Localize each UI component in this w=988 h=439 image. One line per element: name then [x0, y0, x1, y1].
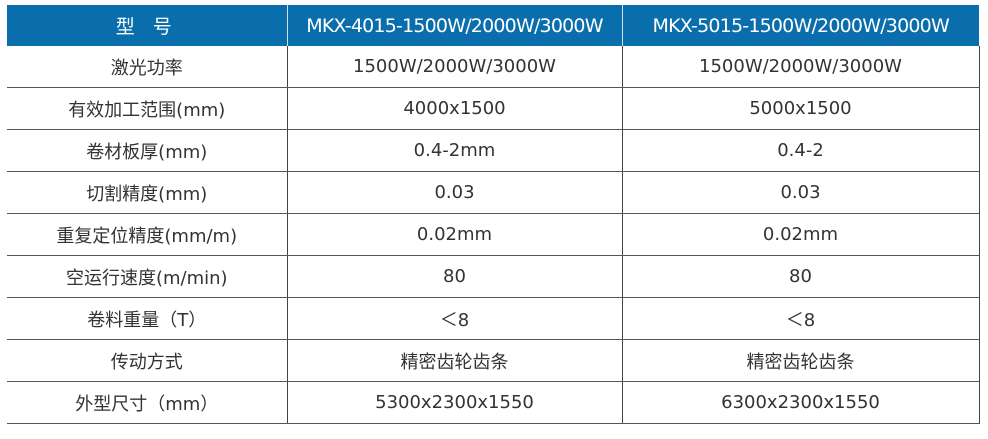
header-row: 型 号 MKX-4015-1500W/2000W/3000W MKX-5015-… — [7, 5, 979, 46]
spec-label: 卷材板厚(mm) — [7, 129, 287, 172]
table-row: 有效加工范围(mm) 4000x1500 5000x1500 — [7, 87, 980, 130]
mkx-4015-value: 5300x2300x1550 — [286, 381, 622, 424]
mkx-5015-value: 精密齿轮齿条 — [621, 339, 980, 382]
mkx-5015-value: 6300x2300x1550 — [621, 381, 980, 424]
mkx-4015-value: 4000x1500 — [286, 87, 622, 130]
spec-table: 型 号 MKX-4015-1500W/2000W/3000W MKX-5015-… — [7, 5, 980, 424]
mkx-4015-value: ＜8 — [286, 297, 622, 340]
table-row: 卷材板厚(mm) 0.4-2mm 0.4-2 — [7, 129, 980, 172]
spec-label: 重复定位精度(mm/m) — [7, 213, 287, 256]
table-row: 切割精度(mm) 0.03 0.03 — [7, 171, 980, 214]
mkx-4015-value: 0.02mm — [286, 213, 622, 256]
mkx-5015-value: 0.03 — [621, 171, 980, 214]
mkx-5015-value: 5000x1500 — [621, 87, 980, 130]
spec-label: 空运行速度(m/min) — [7, 255, 287, 298]
mkx-4015-value: 1500W/2000W/3000W — [286, 46, 622, 88]
spec-label: 激光功率 — [7, 46, 287, 88]
table-row: 激光功率 1500W/2000W/3000W 1500W/2000W/3000W — [7, 46, 980, 88]
spec-label: 有效加工范围(mm) — [7, 87, 287, 130]
mkx-5015-value: 0.02mm — [621, 213, 980, 256]
mkx-5015-value: 1500W/2000W/3000W — [621, 46, 980, 88]
spec-label: 外型尺寸（mm） — [7, 381, 287, 424]
mkx-4015-value: 0.03 — [286, 171, 622, 214]
mkx-4015-value: 0.4-2mm — [286, 129, 622, 172]
table-row: 重复定位精度(mm/m) 0.02mm 0.02mm — [7, 213, 980, 256]
header-mkx-4015: MKX-4015-1500W/2000W/3000W — [286, 5, 622, 46]
spec-label: 卷料重量（T） — [7, 297, 287, 340]
table-row: 卷料重量（T） ＜8 ＜8 — [7, 297, 980, 340]
mkx-4015-value: 精密齿轮齿条 — [286, 339, 622, 382]
mkx-5015-value: 80 — [621, 255, 980, 298]
mkx-5015-value: 0.4-2 — [621, 129, 980, 172]
table-row: 空运行速度(m/min) 80 80 — [7, 255, 980, 298]
header-mkx-5015: MKX-5015-1500W/2000W/3000W — [621, 5, 979, 46]
mkx-4015-value: 80 — [286, 255, 622, 298]
header-model-label: 型 号 — [7, 5, 287, 46]
spec-label: 传动方式 — [7, 339, 287, 382]
table-row: 外型尺寸（mm） 5300x2300x1550 6300x2300x1550 — [7, 381, 980, 424]
spec-label: 切割精度(mm) — [7, 171, 287, 214]
table-row: 传动方式 精密齿轮齿条 精密齿轮齿条 — [7, 339, 980, 382]
mkx-5015-value: ＜8 — [621, 297, 980, 340]
